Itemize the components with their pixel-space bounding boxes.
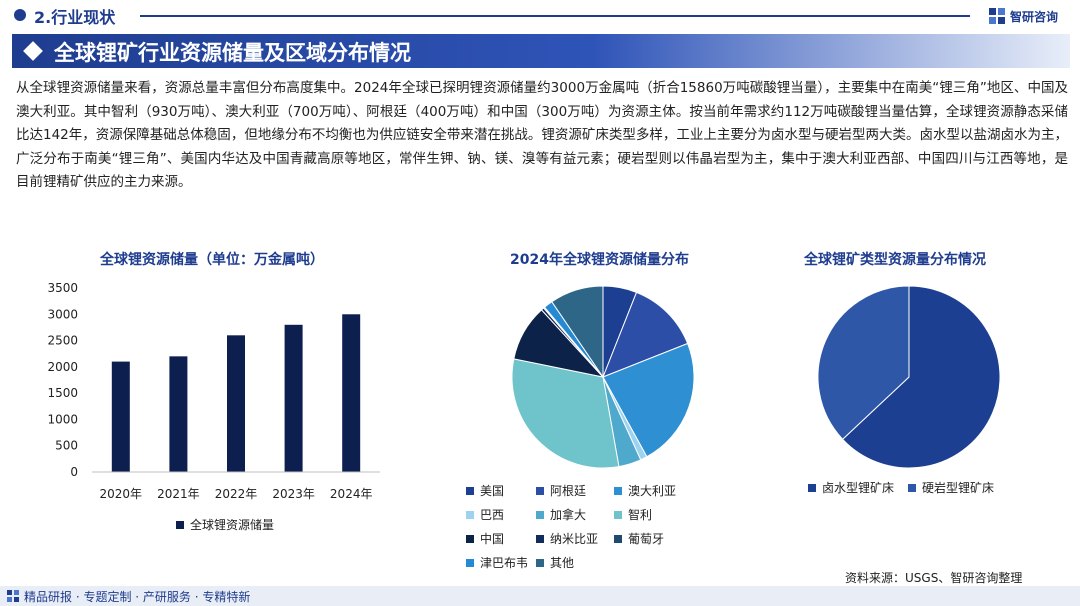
- top-header: 2.行业现状 智研咨询: [0, 0, 1080, 30]
- pie-legend-label: 美国: [480, 484, 505, 498]
- header-divider: [140, 15, 970, 17]
- pie-legend-label: 葡萄牙: [628, 532, 665, 546]
- section-label: 2.行业现状: [34, 8, 116, 27]
- pie-legend-label: 阿根廷: [550, 484, 587, 498]
- type-legend-item: 卤水型锂矿床: [808, 479, 894, 496]
- title-banner: 全球锂矿行业资源储量及区域分布情况: [12, 34, 1070, 68]
- bar-legend-swatch: [176, 520, 184, 529]
- bar-4: [284, 324, 303, 472]
- type-pie-chart: [817, 285, 1001, 469]
- pie-legend-item: 葡萄牙: [614, 530, 664, 547]
- bar-y-tick-label: 1000: [47, 412, 78, 426]
- type-legend-item: 硬岩型锂矿床: [908, 479, 994, 496]
- bar-y-tick-label: 1500: [47, 386, 78, 400]
- pie-legend-swatch: [466, 534, 474, 543]
- pie-legend-label: 智利: [628, 508, 653, 522]
- pie-legend-swatch: [536, 486, 544, 495]
- pie-legend-item: 中国: [466, 530, 504, 547]
- pie-slice-2: [602, 291, 689, 378]
- pie-chart-title: 2024年全球锂资源储量分布: [510, 252, 689, 268]
- type-legend-label: 卤水型锂矿床: [822, 481, 895, 495]
- pie-chart: [511, 285, 695, 469]
- bar-y-tick-label: 2000: [47, 360, 78, 374]
- pie-legend-swatch: [614, 486, 622, 495]
- pie-slice-2: [817, 285, 910, 441]
- pie-slice-6: [511, 358, 620, 469]
- pie-legend-label: 津巴布韦: [480, 556, 529, 570]
- bar-x-tick-label: 2022年: [215, 487, 258, 501]
- bar-x-tick-label: 2020年: [100, 487, 143, 501]
- intro-paragraph: 从全球锂资源储量来看，资源总量丰富但分布高度集中。2024年全球已探明锂资源储量…: [16, 80, 1068, 190]
- bar-2: [169, 356, 188, 472]
- pie-legend-label: 其他: [550, 556, 575, 570]
- bar-5: [342, 314, 361, 472]
- brand-logo-icon: [989, 8, 1005, 24]
- pie-legend-item: 纳米比亚: [536, 530, 598, 547]
- pie-legend-label: 巴西: [480, 508, 505, 522]
- pie-legend-item: 加拿大: [536, 506, 586, 523]
- brand: 智研咨询: [988, 6, 1058, 26]
- diamond-icon: [23, 41, 43, 61]
- pie-legend-swatch: [536, 510, 544, 519]
- pie-legend-item: 美国: [466, 482, 504, 499]
- pie-legend-item: 澳大利亚: [614, 482, 676, 499]
- pie-legend-item: 智利: [614, 506, 652, 523]
- section-bullet: [14, 9, 26, 21]
- pie-legend-item: 其他: [536, 554, 574, 571]
- bar-y-tick-label: 3000: [47, 307, 78, 321]
- bar-y-tick-label: 3500: [47, 281, 78, 295]
- pie-legend-item: 阿根廷: [536, 482, 586, 499]
- pie-legend-swatch: [536, 558, 544, 567]
- bar-x-tick-label: 2024年: [330, 487, 373, 501]
- donut-chart-title: 全球锂矿类型资源量分布情况: [804, 252, 986, 268]
- footer-bar: 精品研报 · 专题定制 · 产研服务 · 专精特新: [0, 586, 1080, 606]
- type-legend-swatch: [908, 483, 917, 492]
- bar-3: [227, 335, 245, 472]
- bar-y-tick-label: 0: [70, 465, 78, 479]
- pie-legend-item: 津巴布韦: [466, 554, 528, 571]
- bar-1: [111, 361, 130, 472]
- bar-legend-label: 全球锂资源储量: [190, 518, 275, 532]
- brand-name: 智研咨询: [1010, 9, 1059, 24]
- bar-chart-title: 全球锂资源储量（单位：万金属吨）: [100, 252, 324, 268]
- pie-legend-swatch: [466, 486, 474, 495]
- footer-text: 精品研报 · 专题定制 · 产研服务 · 专精特新: [24, 590, 251, 604]
- pie-legend-label: 中国: [480, 532, 505, 546]
- source-note: 资料来源：USGS、智研咨询整理: [845, 571, 1023, 585]
- footer-logo-icon: [7, 590, 19, 602]
- type-legend: 卤水型锂矿床 硬岩型锂矿床: [808, 479, 1008, 496]
- pie-legend-label: 加拿大: [550, 508, 587, 522]
- type-legend-label: 硬岩型锂矿床: [922, 481, 995, 495]
- pie-legend-swatch: [614, 534, 622, 543]
- bar-chart: 0 500 1000 1500 2000 2500 3000 3500 2020年 2021年 2…: [47, 281, 380, 501]
- bar-y-tick-label: 2500: [47, 334, 78, 348]
- pie-slice-11: [551, 285, 604, 379]
- pie-slice-1: [841, 285, 1001, 469]
- bar-x-tick-label: 2021年: [157, 487, 200, 501]
- pie-legend-label: 澳大利亚: [628, 484, 677, 498]
- pie-legend-swatch: [536, 534, 544, 543]
- type-legend-swatch: [808, 483, 816, 492]
- bar-x-tick-label: 2023年: [272, 487, 315, 501]
- page-title: 全球锂矿行业资源储量及区域分布情况: [54, 41, 411, 65]
- bar-legend: 全球锂资源储量: [176, 516, 274, 533]
- pie-slice-3: [602, 342, 695, 458]
- pie-legend-swatch: [614, 510, 622, 519]
- pie-legend-item: 巴西: [466, 506, 504, 523]
- pie-legend-swatch: [466, 558, 474, 567]
- pie-legend-label: 纳米比亚: [550, 532, 599, 546]
- pie-legend-swatch: [466, 510, 474, 519]
- bar-y-tick-label: 500: [55, 439, 78, 453]
